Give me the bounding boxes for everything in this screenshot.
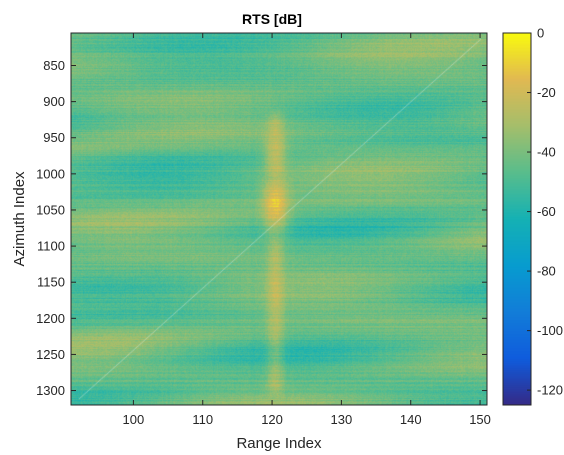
x-tick-label-120: 120 — [261, 412, 283, 427]
heatmap-canvas — [71, 33, 487, 405]
x-axis-label: Range Index — [236, 435, 322, 452]
colorbar-ticks: 0 -20 -40 -60 -80 -100 -120 — [527, 26, 563, 398]
x-tick-label-110: 110 — [192, 412, 213, 427]
chart-title: RTS [dB] — [242, 11, 302, 27]
colorbar-tick-label--120: -120 — [537, 383, 563, 398]
y-tick-label-950: 950 — [43, 130, 65, 145]
colorbar-canvas — [503, 33, 531, 405]
y-tick-label-1150: 1150 — [37, 275, 65, 290]
y-tick-label-900: 900 — [43, 94, 65, 109]
x-tick-label-130: 130 — [331, 412, 353, 427]
y-tick-label-1250: 1250 — [36, 347, 65, 362]
colorbar-tick-label--60: -60 — [537, 204, 556, 219]
plot-frame — [70, 32, 488, 406]
y-tick-label-1050: 1050 — [36, 202, 65, 217]
colorbar: 0 -20 -40 -60 -80 -100 -120 — [502, 26, 563, 406]
y-tick-label-1300: 1300 — [36, 383, 65, 398]
colorbar-tick-label--100: -100 — [537, 323, 563, 338]
heatmap-plot-area — [70, 32, 488, 406]
y-tick-label-1200: 1200 — [36, 311, 65, 326]
y-axis: 850 900 950 1000 1050 1100 1150 1200 1250 1300 — [36, 58, 487, 398]
colorbar-tick-label--80: -80 — [537, 264, 556, 279]
y-tick-label-1100: 1100 — [37, 239, 65, 254]
colorbar-tick-label-0: 0 — [537, 26, 544, 41]
colorbar-tick-label--20: -20 — [537, 85, 556, 100]
x-tick-label-140: 140 — [400, 412, 422, 427]
colorbar-frame — [502, 32, 532, 406]
x-tick-label-100: 100 — [123, 412, 145, 427]
x-tick-label-150: 150 — [469, 412, 491, 427]
y-tick-label-1000: 1000 — [36, 166, 65, 181]
colorbar-tick-label--40: -40 — [537, 145, 556, 160]
y-tick-label-850: 850 — [43, 58, 65, 73]
y-axis-label: Azimuth Index — [11, 171, 28, 267]
x-axis: 100 110 120 130 140 150 — [123, 33, 491, 427]
